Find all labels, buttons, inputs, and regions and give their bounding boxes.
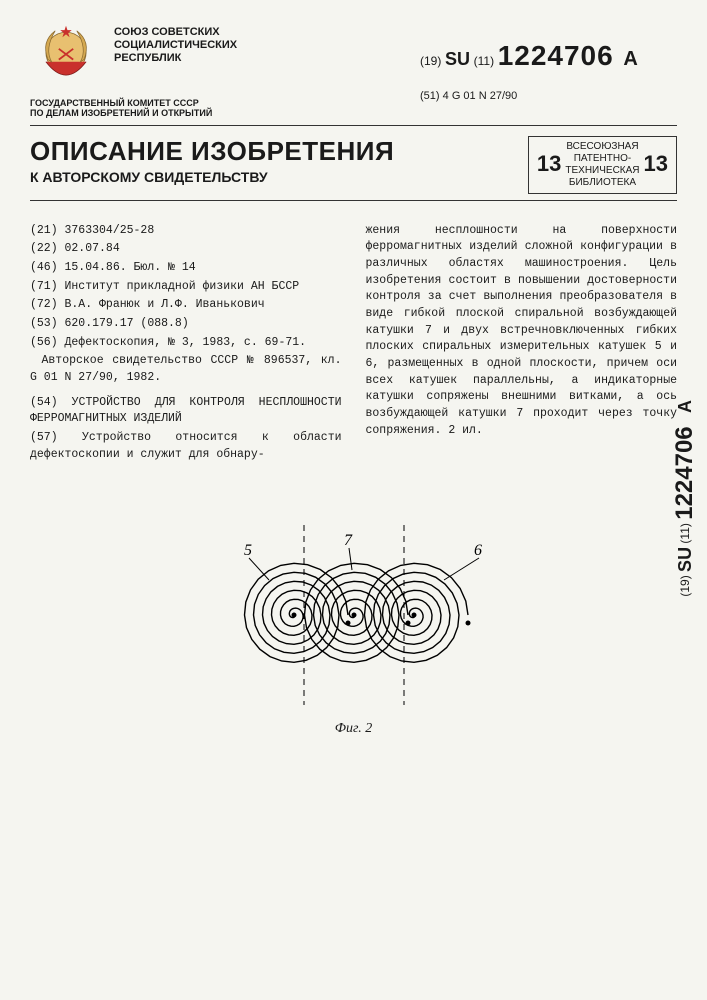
kind-code: A — [623, 48, 637, 70]
svg-text:6: 6 — [474, 542, 482, 559]
field-56-2: Авторское свидетельство СССР № 896537, к… — [30, 353, 342, 386]
field-46: (46) 15.04.86. Бюл. № 14 — [30, 260, 342, 277]
field-72: (72) В.А. Франюк и Л.Ф. Иванькович — [30, 297, 342, 314]
side-prefix: (19) — [678, 575, 692, 596]
stamp-num-left: 13 — [537, 151, 561, 177]
committee-line-1: ГОСУДАРСТВЕННЫЙ КОМИТЕТ СССР — [30, 98, 677, 108]
svg-text:7: 7 — [344, 532, 353, 549]
union-line-1: СОЮЗ СОВЕТСКИХ — [114, 26, 237, 39]
state-emblem — [30, 20, 102, 92]
doc-subtitle: К АВТОРСКОМУ СВИДЕТЕЛЬСТВУ — [30, 169, 394, 185]
ipc-block: (51) 4 G 01 N 27/90 — [420, 90, 517, 102]
code-11: (11) — [474, 54, 494, 68]
side-doc-code: (19) SU (11) 1224706 A — [671, 400, 699, 597]
abstract-continued: жения несплошности на поверхности ферром… — [366, 223, 678, 440]
code-19: (19) — [420, 54, 441, 68]
field-53: (53) 620.179.17 (088.8) — [30, 316, 342, 333]
stamp-line-2: ПАТЕНТНО- — [565, 153, 639, 165]
stamp-line-4: БИБЛИОТЕКА — [565, 177, 639, 189]
union-line-2: СОЦИАЛИСТИЧЕСКИХ — [114, 39, 237, 52]
side-a: A — [675, 400, 695, 413]
doc-number-block: (19) SU (11) 1224706 A — [420, 40, 638, 72]
field-57-part1: (57) Устройство относится к области дефе… — [30, 430, 342, 463]
field-21: (21) 3763304/25-28 — [30, 223, 342, 240]
svg-text:5: 5 — [244, 542, 252, 559]
divider — [30, 125, 677, 126]
field-54: (54) УСТРОЙСТВО ДЛЯ КОНТРОЛЯ НЕСПЛОШНОСТ… — [30, 395, 342, 428]
stamp-num-right: 13 — [644, 151, 668, 177]
ipc-code: G 01 N 27/90 — [452, 90, 517, 102]
country-code: SU — [445, 49, 470, 69]
divider-2 — [30, 200, 677, 201]
figure-2: 5 7 6 Фиг. 2 — [30, 495, 677, 737]
stamp-line-1: ВСЕСОЮЗНАЯ — [565, 141, 639, 153]
field-56-1: (56) Дефектоскопия, № 3, 1983, с. 69-71. — [30, 335, 342, 352]
column-right: жения несплошности на поверхности ферром… — [366, 223, 678, 466]
committee-line-2: ПО ДЕЛАМ ИЗОБРЕТЕНИЙ И ОТКРЫТИЙ — [30, 108, 677, 118]
doc-title: ОПИСАНИЕ ИЗОБРЕТЕНИЯ — [30, 136, 394, 167]
library-stamp: 13 ВСЕСОЮЗНАЯ ПАТЕНТНО- ТЕХНИЧЕСКАЯ БИБЛ… — [528, 136, 677, 194]
field-71: (71) Институт прикладной физики АН БССР — [30, 279, 342, 296]
ipc-prefix: (51) 4 — [420, 90, 449, 102]
side-su: SU — [675, 547, 695, 572]
column-left: (21) 3763304/25-28 (22) 02.07.84 (46) 15… — [30, 223, 342, 466]
side-doc-prefix: (11) — [678, 523, 692, 543]
stamp-line-3: ТЕХНИЧЕСКАЯ — [565, 165, 639, 177]
field-22: (22) 02.07.84 — [30, 241, 342, 258]
coils-diagram: 5 7 6 — [184, 495, 524, 715]
doc-number: 1224706 — [498, 40, 614, 71]
figure-label: Фиг. 2 — [30, 721, 677, 737]
side-num: 1224706 — [671, 426, 698, 519]
union-line-3: РЕСПУБЛИК — [114, 52, 237, 65]
